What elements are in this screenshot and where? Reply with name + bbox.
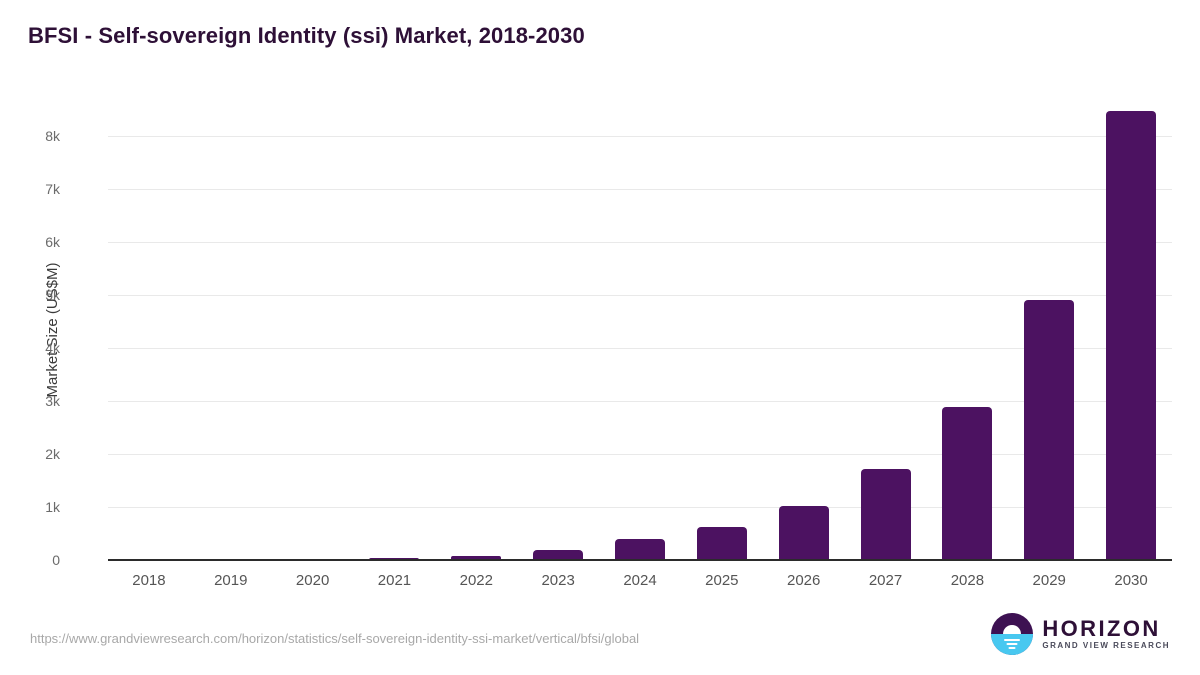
bar-2023[interactable] [533,550,584,560]
x-axis-tick-label: 2028 [950,572,985,589]
bar-slot [763,100,845,560]
gridline [108,507,1172,508]
logo-sun-shape [1003,625,1022,634]
gridline [108,401,1172,402]
x-axis-tick-label: 2023 [541,572,575,589]
y-axis-tick-label: 4k [45,340,60,356]
bar-slot [517,100,599,560]
bar-2028[interactable] [942,407,993,560]
horizon-mark-icon [991,613,1034,655]
y-axis-tick-label: 6k [45,234,60,250]
logo-ray-2 [1006,643,1018,645]
bar-2024[interactable] [614,538,665,560]
bar-slot [108,100,190,560]
horizon-logo: HORIZON GRAND VIEW RESEARCH [991,613,1170,655]
x-axis-tick-label: 2021 [377,572,412,589]
chart-title: BFSI - Self-sovereign Identity (ssi) Mar… [28,23,585,48]
logo-wordmark: HORIZON [1042,616,1161,642]
bar-2027[interactable] [860,468,911,560]
x-axis-tick-label: 2024 [623,572,657,589]
y-axis-tick-label: 3k [45,393,60,409]
bars-group [108,100,1172,560]
x-axis-tick-label: 2030 [1114,572,1148,589]
bar-slot [1008,100,1090,560]
logo-subtitle: GRAND VIEW RESEARCH [1042,641,1170,651]
x-axis-tick-label: 2018 [132,572,166,589]
y-axis-tick-label: 7k [45,181,60,197]
bar-2026[interactable] [778,505,829,560]
bar-2021[interactable] [369,557,420,560]
x-axis-tick-label: 2019 [214,572,248,589]
x-axis-tick-label: 2020 [295,572,330,589]
bar-slot [845,100,927,560]
bar-slot [926,100,1008,560]
bar-2030[interactable] [1106,111,1157,560]
plot-area: 0 1k 2k 3k 4k 5k 6k 7k 8k 2018 2019 2020 2021 2022 20… [45,100,1172,589]
x-axis-tick-label: 2027 [868,572,903,589]
bar-slot [354,100,436,560]
logo-ray-1 [1004,639,1021,641]
y-axis-tick-label: 2k [45,446,60,462]
x-axis-tick-label: 2022 [459,572,493,589]
y-axis-tick-label: 1k [45,499,60,515]
bar-2029[interactable] [1024,299,1075,560]
gridline [108,454,1172,455]
bar-slot [272,100,354,560]
y-axis-title: Market Size (US$M) [44,262,61,398]
bar-slot [1090,100,1172,560]
gridline [108,348,1172,349]
x-axis-tick-label: 2029 [1032,572,1066,589]
bar-slot [681,100,763,560]
x-axis-tick-label: 2026 [787,572,821,589]
bar-slot [599,100,681,560]
bar-slot [435,100,517,560]
source-url[interactable]: https://www.grandviewresearch.com/horizo… [30,631,640,646]
gridline [108,136,1172,137]
gridline [108,242,1172,243]
gridline [108,189,1172,190]
bar-slot [190,100,272,560]
bar-2025[interactable] [696,526,747,560]
gridline [108,295,1172,296]
y-axis-tick-label: 8k [45,128,60,144]
bar-2022[interactable] [451,555,502,560]
logo-ray-3 [1008,647,1016,649]
y-axis-tick-label: 0 [52,552,60,568]
x-axis-tick-label: 2025 [705,572,739,589]
y-axis-tick-label: 5k [45,287,60,303]
x-axis-line [108,559,1172,561]
logo-text-block: HORIZON GRAND VIEW RESEARCH [1042,617,1170,651]
